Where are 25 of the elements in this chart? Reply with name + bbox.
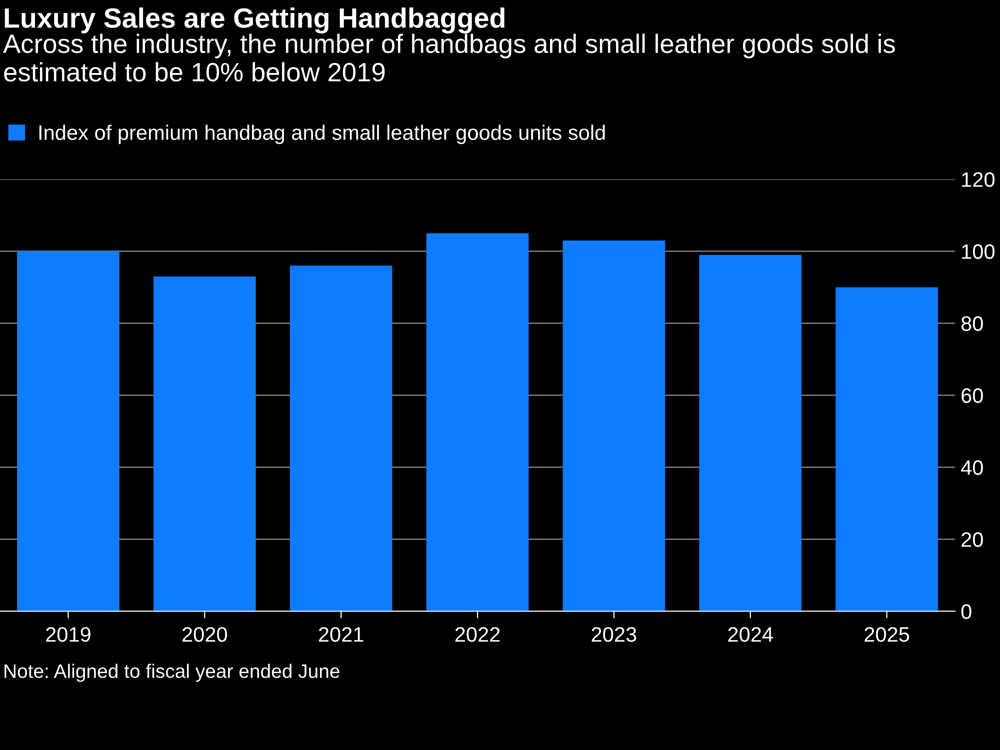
y-tick-label: 40 <box>961 460 983 476</box>
bar <box>17 251 120 612</box>
y-tick-label: 0 <box>961 604 972 620</box>
bar <box>562 240 666 612</box>
y-tick-label: 100 <box>962 244 994 260</box>
x-tick-label: 2021 <box>318 627 364 642</box>
bar <box>836 287 938 612</box>
x-tick-label: 2023 <box>592 627 636 642</box>
text: Note: Aligned to fiscal year ended June <box>4 664 340 682</box>
x-tick-label: 2025 <box>864 627 910 642</box>
bar <box>153 276 256 612</box>
x-tick-label: 2020 <box>182 627 228 642</box>
chart-subtitle: Across the industry, the number of handbags and small leather goods sold is estimated to be 10% below 2019 <box>3 34 895 82</box>
y-tick-label: 20 <box>962 532 983 548</box>
y-tick-label: 120 <box>962 172 994 188</box>
y-tick-label: 80 <box>961 316 983 332</box>
x-tick-label: 2019 <box>46 627 90 642</box>
x-tick-label: 2022 <box>455 627 500 642</box>
bar <box>699 254 802 612</box>
x-tick-label: 2024 <box>728 627 773 642</box>
bar <box>426 233 529 612</box>
y-tick-label: 60 <box>962 388 983 404</box>
bar <box>290 266 392 612</box>
legend-label: Index of premium handbag and small leather goods units sold <box>39 124 605 144</box>
chart-title: Luxury Sales are Getting Handbagged <box>4 8 504 34</box>
